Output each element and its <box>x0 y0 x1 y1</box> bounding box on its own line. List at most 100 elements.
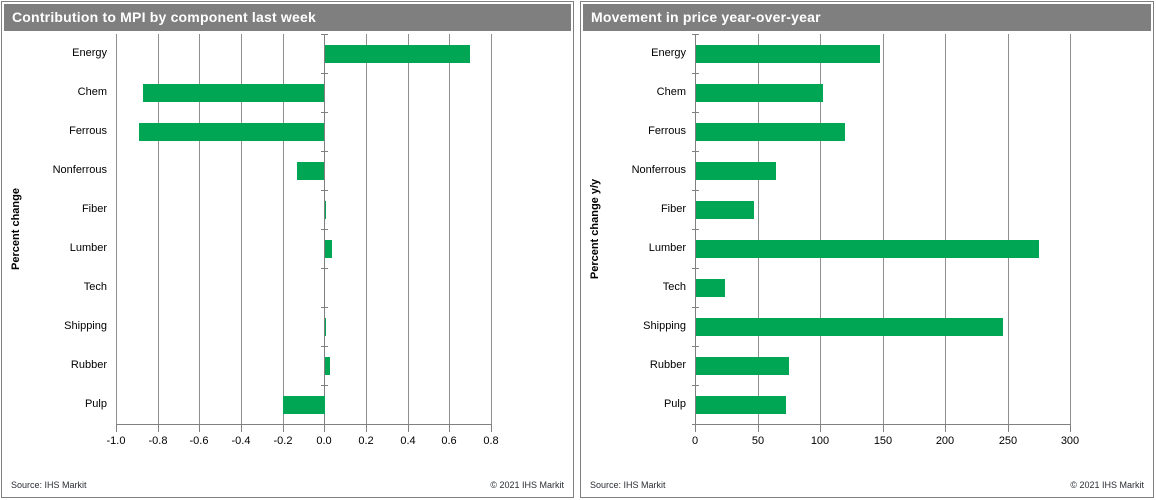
x-axis-tick <box>408 424 409 432</box>
category-axis-tick <box>321 151 328 152</box>
chart-footer: Source: IHS Markit © 2021 IHS Markit <box>2 478 573 492</box>
category-label: Energy <box>651 47 686 59</box>
gridline <box>491 34 492 424</box>
x-tick-label: 0.2 <box>358 435 374 447</box>
x-axis-tick <box>820 424 821 432</box>
x-tick-label: -0.8 <box>148 435 168 447</box>
x-axis-tick <box>758 424 759 432</box>
x-axis-tick <box>366 424 367 432</box>
y-axis-title: Percent change <box>10 188 22 270</box>
gridline <box>945 34 946 424</box>
x-axis-tick <box>241 424 242 432</box>
x-tick-label: -0.2 <box>273 435 293 447</box>
category-axis-tick <box>321 268 328 269</box>
bar-lumber <box>696 240 1039 258</box>
source-text: Source: IHS Markit <box>590 480 666 490</box>
category-axis-tick <box>692 385 699 386</box>
category-axis-tick <box>692 268 699 269</box>
bar-chart-mpi-contribution: Percent change -1.0 -0.8 -0.6 -0.4 -0.2 0.0 0.… <box>2 2 573 497</box>
category-label: Chem <box>77 86 107 98</box>
bar-chem <box>143 84 324 102</box>
gridline <box>883 34 884 424</box>
x-tick-label: 250 <box>998 435 1018 447</box>
category-label: Shipping <box>64 320 107 332</box>
bar-ferrous <box>139 123 324 141</box>
category-axis-tick <box>692 112 699 113</box>
category-label: Nonferrous <box>52 164 107 176</box>
gridline <box>1070 34 1071 424</box>
gridline <box>283 34 284 424</box>
bar-tech <box>696 279 725 297</box>
x-axis-tick <box>1008 424 1009 432</box>
gridline <box>820 34 821 424</box>
gridline <box>241 34 242 424</box>
category-label: Energy <box>72 47 107 59</box>
x-axis-tick <box>945 424 946 432</box>
x-axis-line <box>116 424 492 425</box>
category-axis-tick <box>692 34 699 35</box>
gridline <box>116 34 117 424</box>
gridline <box>199 34 200 424</box>
gridline <box>408 34 409 424</box>
x-axis-tick <box>1070 424 1071 432</box>
x-tick-label: -0.4 <box>231 435 251 447</box>
category-label: Tech <box>83 281 107 293</box>
chart-title: Movement in price year-over-year <box>583 4 1151 31</box>
category-axis-tick <box>692 229 699 230</box>
bar-lumber <box>325 240 332 258</box>
bar-pulp <box>696 396 786 414</box>
category-label: Pulp <box>84 398 107 410</box>
category-axis-tick <box>692 424 699 425</box>
category-axis-tick <box>321 34 328 35</box>
category-axis-tick <box>692 307 699 308</box>
bar-rubber <box>696 357 789 375</box>
bar-nonferrous <box>696 162 776 180</box>
category-label: Shipping <box>643 320 686 332</box>
category-label: Rubber <box>649 359 686 371</box>
category-axis-tick <box>321 73 328 74</box>
x-tick-label: 0 <box>691 435 699 447</box>
gridline <box>158 34 159 424</box>
x-axis-tick <box>449 424 450 432</box>
x-tick-label: 0.8 <box>483 435 499 447</box>
category-label: Fiber <box>81 203 107 215</box>
category-label: Nonferrous <box>631 164 686 176</box>
x-tick-label: 200 <box>935 435 955 447</box>
category-label: Ferrous <box>69 125 107 137</box>
category-axis-tick <box>692 73 699 74</box>
gridline <box>1008 34 1009 424</box>
x-axis-tick <box>491 424 492 432</box>
bar-fiber <box>325 201 326 219</box>
bar-ferrous <box>696 123 845 141</box>
bar-shipping <box>325 318 326 336</box>
category-label: Fiber <box>660 203 686 215</box>
category-label: Chem <box>656 86 686 98</box>
x-tick-label: -0.6 <box>189 435 209 447</box>
x-tick-label: -1.0 <box>106 435 126 447</box>
category-axis-tick <box>321 385 328 386</box>
category-axis-tick <box>321 229 328 230</box>
x-tick-label: 0.6 <box>441 435 457 447</box>
chart-footer: Source: IHS Markit © 2021 IHS Markit <box>581 478 1153 492</box>
bar-chem <box>696 84 823 102</box>
copyright-text: © 2021 IHS Markit <box>490 480 564 490</box>
chart-panel-mpi-contribution: Percent change -1.0 -0.8 -0.6 -0.4 -0.2 0.0 0.… <box>1 1 574 498</box>
bar-energy <box>696 45 880 63</box>
x-tick-label: 100 <box>810 435 830 447</box>
bar-nonferrous <box>297 162 324 180</box>
category-label: Lumber <box>648 242 686 254</box>
category-label: Ferrous <box>648 125 686 137</box>
category-axis-tick <box>692 190 699 191</box>
gridline <box>758 34 759 424</box>
gridline <box>366 34 367 424</box>
category-axis-tick <box>321 190 328 191</box>
category-label: Rubber <box>70 359 107 371</box>
x-axis-tick <box>695 424 696 432</box>
category-axis-tick <box>321 424 328 425</box>
category-axis-tick <box>692 151 699 152</box>
bar-shipping <box>696 318 1003 336</box>
bar-rubber <box>325 357 330 375</box>
category-axis-tick <box>692 346 699 347</box>
category-label: Pulp <box>663 398 686 410</box>
copyright-text: © 2021 IHS Markit <box>1070 480 1144 490</box>
